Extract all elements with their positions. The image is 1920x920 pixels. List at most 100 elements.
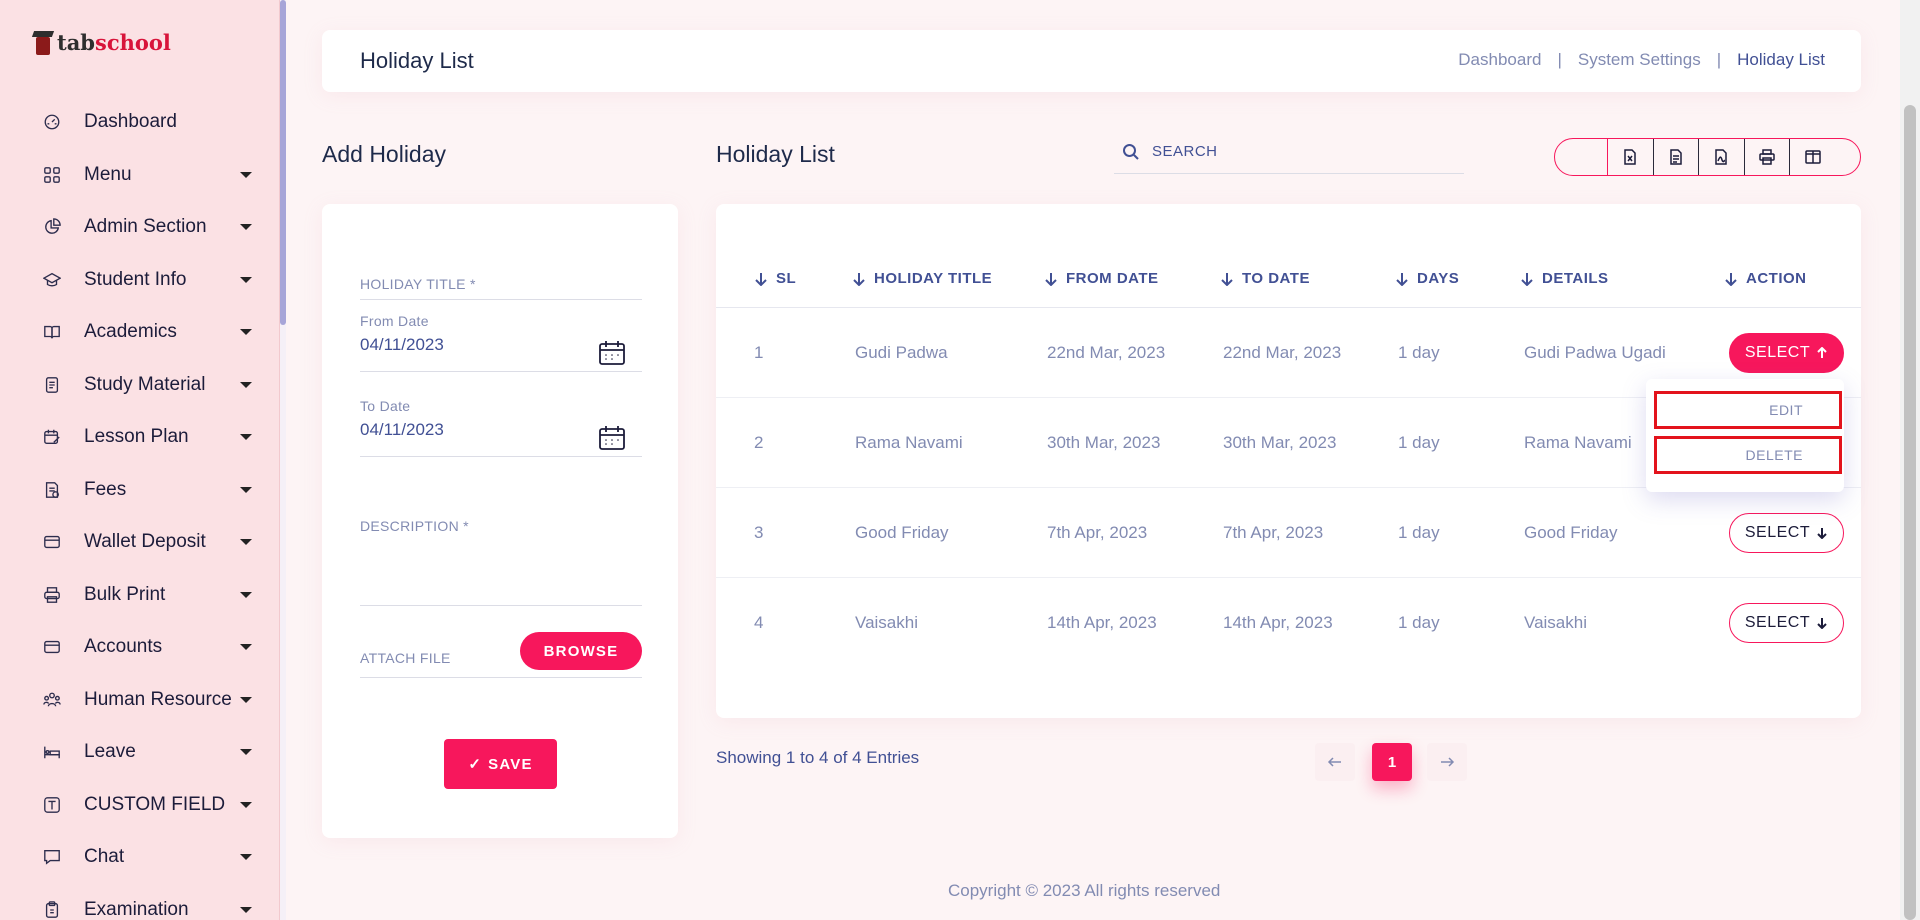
- sort-arrow-down-icon: [1045, 272, 1057, 286]
- search-box: [1114, 130, 1464, 174]
- cell-from-date: 7th Apr, 2023: [1047, 523, 1148, 542]
- sidebar-item-menu[interactable]: Menu: [0, 149, 279, 202]
- sidebar-item-lesson-plan[interactable]: Lesson Plan: [0, 411, 279, 464]
- to-date-field[interactable]: 04/11/2023: [360, 420, 444, 439]
- excel-export-button[interactable]: [1608, 139, 1654, 175]
- sidebar-item-human-resource[interactable]: Human Resource: [0, 674, 279, 727]
- cell-details: Good Friday: [1524, 523, 1618, 542]
- column-header-label: DAYS: [1417, 270, 1460, 287]
- caret-down-icon: [240, 591, 252, 598]
- column-header-from-date[interactable]: FROM DATE: [1044, 270, 1159, 287]
- breadcrumb-dashboard[interactable]: Dashboard: [1458, 50, 1542, 69]
- arrow-left-icon: [1327, 757, 1341, 767]
- from-date-field[interactable]: 04/11/2023: [360, 335, 444, 354]
- cell-title: Vaisakhi: [855, 613, 918, 632]
- cell-details: Gudi Padwa Ugadi: [1524, 343, 1666, 362]
- sort-arrow-down-icon: [1396, 272, 1408, 286]
- cell-title: Gudi Padwa: [855, 343, 948, 362]
- logo[interactable]: tabschool: [31, 30, 171, 55]
- holiday-title-label: HOLIDAY TITLE *: [360, 276, 476, 292]
- description-field[interactable]: [360, 605, 642, 606]
- sidebar-item-chat[interactable]: Chat: [0, 831, 279, 884]
- select-button[interactable]: SELECT: [1729, 513, 1844, 553]
- description-label: DESCRIPTION *: [360, 518, 469, 534]
- print-button[interactable]: [1745, 139, 1790, 175]
- previous-page-button[interactable]: [1315, 743, 1355, 781]
- calendar-icon[interactable]: [598, 425, 626, 451]
- table-row: 3 Good Friday 7th Apr, 2023 7th Apr, 202…: [716, 488, 1861, 578]
- next-page-button[interactable]: [1427, 743, 1467, 781]
- calendar-icon[interactable]: [598, 340, 626, 366]
- edit-menu-item[interactable]: EDIT: [1654, 391, 1842, 429]
- sidebar-item-dashboard[interactable]: Dashboard: [0, 96, 279, 149]
- csv-export-button[interactable]: [1654, 139, 1699, 175]
- sidebar-item-admin-section[interactable]: Admin Section: [0, 201, 279, 254]
- select-button-label: SELECT: [1744, 524, 1811, 541]
- pdf-icon: [1715, 149, 1727, 165]
- sidebar-item-fees[interactable]: Fees: [0, 464, 279, 517]
- clipboard-icon: [42, 900, 62, 920]
- sidebar-scrollbar[interactable]: [280, 0, 286, 920]
- sidebar-item-leave[interactable]: Leave: [0, 726, 279, 779]
- sidebar-item-study-material[interactable]: Study Material: [0, 359, 279, 412]
- save-button[interactable]: ✓ SAVE: [444, 739, 557, 789]
- export-toolbar: [1554, 138, 1861, 176]
- column-header-holiday-title[interactable]: HOLIDAY TITLE: [852, 270, 992, 287]
- page-1-button[interactable]: 1: [1372, 743, 1412, 781]
- excel-icon: [1624, 149, 1636, 165]
- column-header-sl[interactable]: SL: [754, 270, 796, 287]
- delete-menu-item[interactable]: DELETE: [1654, 436, 1842, 474]
- sidebar-item-label: Chat: [84, 846, 125, 868]
- pdf-export-button[interactable]: [1699, 139, 1745, 175]
- holiday-list-title: Holiday List: [716, 141, 835, 167]
- select-button[interactable]: SELECT: [1729, 333, 1844, 373]
- columns-icon: [1805, 150, 1821, 164]
- print-icon: [1759, 149, 1775, 165]
- columns-button[interactable]: [1790, 139, 1836, 175]
- browse-button[interactable]: BROWSE: [520, 632, 642, 670]
- sidebar-item-custom-field[interactable]: CUSTOM FIELD: [0, 779, 279, 832]
- select-button-label: SELECT: [1744, 344, 1811, 361]
- breadcrumb-holiday-list: Holiday List: [1737, 50, 1825, 69]
- cell-sl: 3: [754, 523, 764, 542]
- entries-info: Showing 1 to 4 of 4 Entries: [716, 748, 920, 767]
- breadcrumb-system-settings[interactable]: System Settings: [1577, 50, 1701, 69]
- column-header-to-date[interactable]: TO DATE: [1220, 270, 1310, 287]
- sort-arrow-down-icon: [1725, 272, 1737, 286]
- sidebar-item-examination[interactable]: Examination: [0, 884, 279, 920]
- sidebar-item-accounts[interactable]: Accounts: [0, 621, 279, 674]
- cell-from-date: 14th Apr, 2023: [1047, 613, 1157, 632]
- sidebar-item-label: Menu: [84, 163, 132, 185]
- row-divider: [716, 487, 1861, 488]
- caret-down-icon: [240, 486, 252, 493]
- column-header-details[interactable]: DETAILS: [1520, 270, 1609, 287]
- caret-down-icon: [240, 539, 252, 546]
- cell-to-date: 7th Apr, 2023: [1223, 523, 1324, 542]
- sidebar-item-bulk-print[interactable]: Bulk Print: [0, 569, 279, 622]
- caret-down-icon: [240, 906, 252, 913]
- sidebar-item-academics[interactable]: Academics: [0, 306, 279, 359]
- page-scrollbar[interactable]: [1900, 0, 1920, 920]
- select-button[interactable]: SELECT: [1729, 603, 1844, 643]
- holiday-table: SL HOLIDAY TITLE FROM DATE TO DATE DAYS …: [716, 204, 1861, 718]
- column-header-action[interactable]: ACTION: [1724, 270, 1807, 287]
- column-header-days[interactable]: DAYS: [1395, 270, 1459, 287]
- holiday-title-field[interactable]: [360, 299, 642, 300]
- cell-details: Rama Navami: [1524, 433, 1632, 452]
- column-header-label: HOLIDAY TITLE: [874, 270, 993, 287]
- sidebar-item-label: Fees: [84, 478, 127, 500]
- sidebar-item-wallet-deposit[interactable]: Wallet Deposit: [0, 516, 279, 569]
- gauge-icon: [42, 112, 62, 132]
- arrow-up-icon: [1817, 347, 1827, 358]
- cell-to-date: 22nd Mar, 2023: [1223, 343, 1342, 362]
- sidebar-item-student-info[interactable]: Student Info: [0, 254, 279, 307]
- calendar-edit-icon: [42, 427, 62, 447]
- school-logo-icon: [31, 30, 55, 55]
- page-title: Holiday List: [360, 48, 474, 73]
- search-input[interactable]: [1152, 143, 1432, 160]
- pie-chart-icon: [42, 217, 62, 237]
- attach-file-field[interactable]: [360, 677, 642, 678]
- table-header-divider: [716, 307, 1861, 308]
- sidebar-item-label: Human Resource: [84, 688, 232, 710]
- breadcrumb-separator: |: [1557, 50, 1562, 69]
